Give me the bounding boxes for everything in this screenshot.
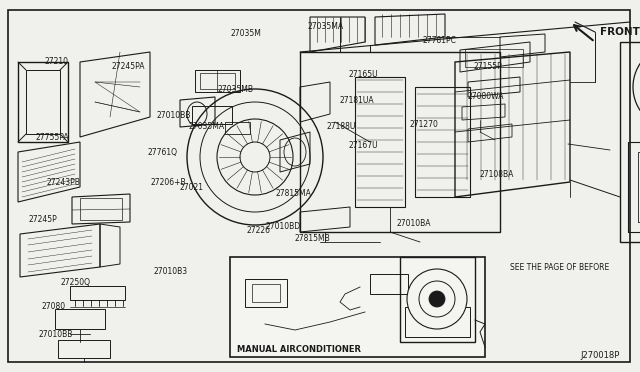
- Text: 27155P: 27155P: [474, 62, 502, 71]
- Bar: [252, 284, 280, 302]
- Text: 27035MA: 27035MA: [189, 122, 225, 131]
- Bar: [200, 73, 235, 89]
- Text: 27035MA: 27035MA: [307, 22, 343, 31]
- Text: 27181UA: 27181UA: [339, 96, 374, 105]
- Text: 27245PA: 27245PA: [112, 62, 145, 71]
- Text: 27188U: 27188U: [326, 122, 356, 131]
- Text: MANUAL AIRCONDITIONER: MANUAL AIRCONDITIONER: [237, 346, 361, 355]
- Text: 27815MA: 27815MA: [275, 189, 311, 198]
- Text: SEC.272: SEC.272: [343, 288, 374, 297]
- Text: 27245P: 27245P: [28, 215, 57, 224]
- Bar: [355, 77, 405, 207]
- Text: 271270: 271270: [410, 120, 438, 129]
- Text: 27153: 27153: [230, 306, 255, 315]
- Text: 27243PB: 27243PB: [46, 178, 80, 187]
- Text: 27010BD: 27010BD: [266, 222, 301, 231]
- Text: 27035MB: 27035MB: [218, 85, 253, 94]
- Circle shape: [407, 269, 467, 329]
- Bar: [628, 142, 640, 232]
- Bar: [195, 70, 240, 92]
- Text: 27010BA: 27010BA: [397, 219, 431, 228]
- Text: FRONT: FRONT: [600, 27, 640, 37]
- Bar: [80, 198, 122, 220]
- Text: 27781PC: 27781PC: [422, 36, 456, 45]
- Text: 27077: 27077: [319, 275, 343, 284]
- Text: 27250Q: 27250Q: [60, 278, 90, 287]
- Text: 27080: 27080: [42, 302, 66, 311]
- Bar: [230, 257, 485, 357]
- Text: 27021: 27021: [179, 183, 204, 192]
- Text: SEE THE PAGE OF BEFORE: SEE THE PAGE OF BEFORE: [510, 263, 609, 272]
- Text: J270018P: J270018P: [580, 352, 620, 360]
- Bar: [225, 122, 250, 134]
- Bar: [405, 307, 470, 337]
- Text: 27080WA: 27080WA: [467, 92, 504, 101]
- Text: 27165U: 27165U: [349, 70, 378, 79]
- Text: 27206: 27206: [309, 288, 333, 297]
- Text: 27167U: 27167U: [349, 141, 378, 150]
- Text: 27761Q: 27761Q: [147, 148, 177, 157]
- Bar: [70, 286, 125, 300]
- Bar: [192, 106, 232, 124]
- Bar: [400, 257, 475, 342]
- Text: 27815MB: 27815MB: [294, 234, 330, 243]
- Bar: [58, 340, 110, 358]
- Text: 27108BA: 27108BA: [480, 170, 515, 179]
- Text: 27010BB: 27010BB: [157, 111, 191, 120]
- Text: 27035M: 27035M: [230, 29, 261, 38]
- Text: 27755PA: 27755PA: [35, 133, 69, 142]
- Bar: [245, 279, 287, 307]
- Text: 27010BB: 27010BB: [38, 330, 73, 339]
- Bar: [415, 87, 470, 197]
- Text: 27210: 27210: [45, 57, 69, 66]
- Bar: [638, 152, 640, 222]
- Text: 27245PC: 27245PC: [236, 284, 269, 293]
- Circle shape: [429, 291, 445, 307]
- Bar: [465, 49, 523, 67]
- Bar: [55, 309, 105, 329]
- Text: 27226: 27226: [246, 226, 270, 235]
- Text: 27010B3: 27010B3: [154, 267, 188, 276]
- Text: 27206+B: 27206+B: [150, 178, 186, 187]
- Bar: [370, 274, 408, 294]
